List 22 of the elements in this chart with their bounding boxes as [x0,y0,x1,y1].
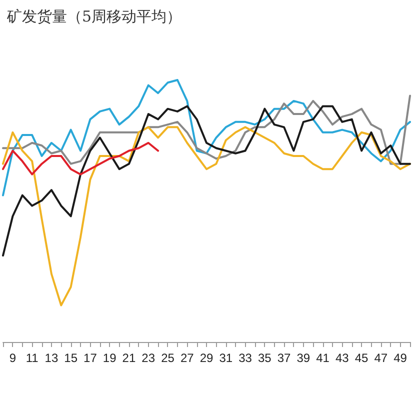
x-tick-label: 33 [238,351,252,365]
x-tick-label: 39 [296,351,310,365]
x-tick-label: 47 [374,351,388,365]
x-tick-label: 11 [26,351,39,365]
x-tick-label: 21 [122,351,136,365]
x-tick-label: 43 [335,351,350,365]
x-tick-label: 17 [84,351,98,365]
x-tick-label: 23 [142,351,156,365]
x-tick-label: 49 [394,351,408,365]
chart-title: 矿发货量（5周移动平均） [6,8,182,26]
x-tick-label: 15 [64,351,78,365]
x-tick-label: 13 [44,351,58,365]
x-tick-label: 31 [219,351,233,365]
x-tick-label: 19 [102,351,117,365]
x-tick-label: 27 [180,351,194,365]
x-tick-label: 45 [354,351,369,365]
x-tick-label: 25 [161,351,175,365]
x-tick-label: 29 [200,351,214,365]
x-tick-label: 9 [9,351,16,365]
x-tick-label: 37 [277,351,292,365]
x-tick-label: 41 [316,351,330,365]
x-tick-label: 35 [258,351,272,365]
